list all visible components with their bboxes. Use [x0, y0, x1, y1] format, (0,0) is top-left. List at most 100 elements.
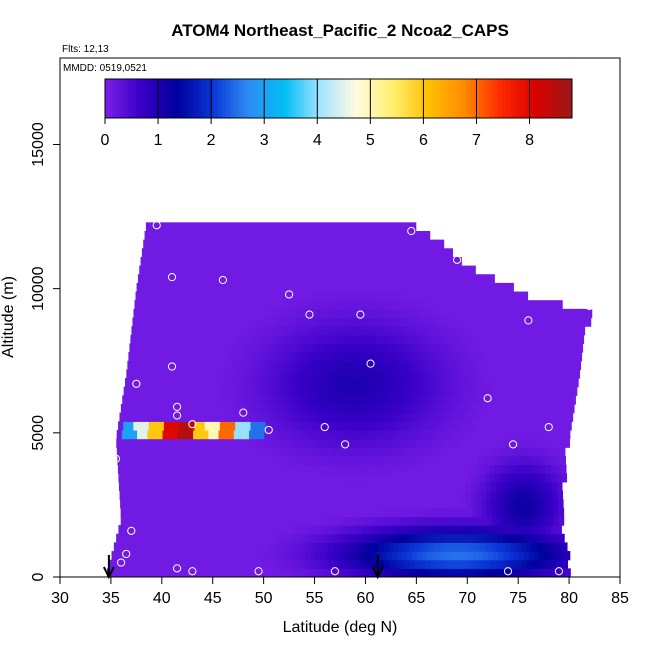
- heatmap-cell: [200, 481, 207, 492]
- heatmap-cell: [536, 542, 543, 552]
- heatmap-cell: [423, 239, 429, 249]
- heatmap-cell: [361, 568, 368, 577]
- heatmap-cell: [378, 265, 385, 275]
- heatmap-cell: [422, 551, 428, 561]
- heatmap-cell: [141, 507, 147, 518]
- heatmap-cell: [128, 525, 135, 535]
- heatmap-cell: [422, 395, 429, 405]
- heatmap-cell: [249, 551, 255, 561]
- heatmap-cell: [184, 525, 191, 535]
- heatmap-cell: [415, 334, 422, 345]
- heatmap-cell: [461, 499, 467, 509]
- heatmap-cell: [422, 568, 429, 577]
- heatmap-cell: [208, 568, 215, 577]
- heatmap-cell: [422, 360, 429, 370]
- heatmap-cell: [506, 300, 512, 310]
- heatmap-cell: [259, 317, 266, 327]
- heatmap-cell: [471, 334, 478, 345]
- heatmap-cell: [526, 559, 533, 569]
- heatmap-cell: [374, 334, 381, 345]
- heatmap-cell: [382, 421, 389, 431]
- heatmap-cell: [564, 438, 570, 448]
- heatmap-cell: [548, 369, 555, 379]
- heatmap-cell: [245, 239, 251, 249]
- heatmap-cell: [186, 291, 193, 301]
- heatmap-cell: [255, 308, 262, 319]
- heatmap-cell: [178, 360, 184, 370]
- heatmap-cell: [356, 455, 363, 466]
- heatmap-cell: [206, 412, 212, 422]
- heatmap-cell: [389, 412, 395, 422]
- heatmap-cell: [441, 507, 448, 518]
- heatmap-cell: [337, 481, 344, 492]
- heatmap-cell: [454, 386, 461, 396]
- heatmap-cell: [363, 231, 370, 241]
- heatmap-cell: [542, 499, 549, 509]
- heatmap-cell: [293, 404, 300, 414]
- heatmap-cell: [177, 447, 184, 457]
- heatmap-cell: [256, 559, 263, 569]
- heatmap-cell: [366, 360, 373, 370]
- heatmap-cell: [193, 551, 199, 561]
- heatmap-cell: [164, 231, 171, 241]
- heatmap-cell: [197, 282, 204, 293]
- heatmap-cell: [214, 352, 221, 362]
- heatmap-cell: [443, 464, 450, 474]
- heatmap-cell: [233, 282, 239, 293]
- heatmap-cell: [331, 455, 337, 466]
- heatmap-cell: [549, 551, 556, 561]
- heatmap-cell: [236, 559, 243, 569]
- heatmap-cell: [503, 429, 510, 440]
- heatmap-cell: [332, 231, 339, 241]
- heatmap-cell: [314, 507, 320, 518]
- heatmap-cell: [286, 421, 292, 431]
- heatmap-cell: [141, 369, 148, 379]
- colorbar-segment: [233, 79, 238, 118]
- heatmap-cell: [378, 542, 385, 552]
- heatmap-cell: [220, 481, 227, 492]
- heatmap-cell: [233, 533, 239, 543]
- heatmap-cell: [273, 516, 280, 526]
- heatmap-cell: [302, 300, 309, 310]
- heatmap-cell: [385, 222, 391, 232]
- heatmap-cell: [190, 481, 196, 492]
- heatmap-cell: [262, 334, 269, 345]
- heatmap-cell: [539, 317, 546, 327]
- heatmap-cell: [307, 412, 314, 422]
- heatmap-cell: [514, 360, 520, 370]
- heatmap-cell: [372, 464, 379, 474]
- heatmap-cell: [242, 291, 249, 301]
- heatmap-cell: [283, 507, 290, 518]
- heatmap-cell: [152, 395, 159, 405]
- heatmap-cell: [230, 421, 236, 431]
- heatmap-cell: [149, 386, 155, 396]
- heatmap-cell: [323, 490, 329, 500]
- heatmap-cell: [273, 533, 280, 543]
- heatmap-cell: [276, 265, 283, 275]
- heatmap-cell: [388, 481, 395, 492]
- heatmap-cell: [361, 551, 367, 561]
- heatmap-cell: [332, 525, 338, 535]
- heatmap-cell: [542, 412, 548, 422]
- heatmap-cell: [141, 404, 147, 414]
- heatmap-cell: [190, 490, 197, 500]
- heatmap-cell: [209, 464, 216, 474]
- heatmap-cell: [190, 343, 197, 353]
- heatmap-cell: [193, 429, 199, 440]
- heatmap-cell: [150, 490, 156, 500]
- heatmap-cell: [485, 473, 491, 483]
- heatmap-cell: [400, 516, 407, 526]
- heatmap-cell: [227, 499, 233, 509]
- heatmap-cell: [290, 395, 296, 405]
- heatmap-cell: [330, 282, 336, 293]
- heatmap-cell: [364, 256, 371, 267]
- heatmap-cell: [439, 481, 446, 492]
- heatmap-cell: [138, 308, 145, 319]
- heatmap-cell: [290, 568, 296, 577]
- heatmap-cell: [310, 429, 316, 440]
- heatmap-cell: [358, 412, 365, 422]
- heatmap-cell: [189, 464, 195, 474]
- heatmap-cell: [459, 421, 465, 431]
- heatmap-cell: [331, 239, 338, 249]
- heatmap-cell: [418, 525, 425, 535]
